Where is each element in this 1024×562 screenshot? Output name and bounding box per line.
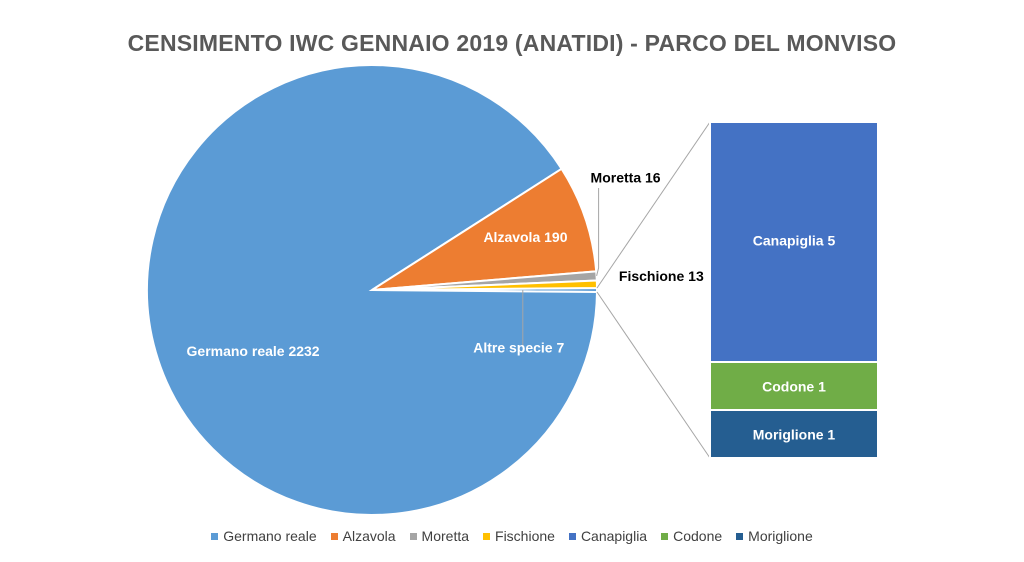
legend-label-fischione: Fischione bbox=[495, 528, 555, 544]
data-label-fischione: Fischione 13 bbox=[619, 268, 704, 284]
data-label-moretta: Moretta 16 bbox=[591, 170, 661, 186]
stack-bar-moriglione bbox=[709, 409, 879, 459]
legend-item-fischione: Fischione bbox=[483, 528, 555, 544]
legend-item-canapiglia: Canapiglia bbox=[568, 528, 648, 544]
legend: Germano reale Alzavola Moretta Fischione Can… bbox=[0, 528, 1024, 544]
data-label-altre-specie: Altre specie 7 bbox=[473, 340, 564, 356]
legend-item-alzavola: Alzavola bbox=[330, 528, 396, 544]
data-label-moriglione: Moriglione 1 bbox=[753, 427, 836, 443]
data-label-alzavola: Alzavola 190 bbox=[483, 229, 567, 245]
data-label-codone: Codone 1 bbox=[762, 379, 826, 395]
leader-line-moretta bbox=[596, 188, 600, 277]
legend-swatch-codone bbox=[661, 532, 669, 540]
legend-label-codone: Codone bbox=[673, 528, 723, 544]
legend-label-canapiglia: Canapiglia bbox=[580, 528, 648, 544]
legend-label-moriglione: Moriglione bbox=[748, 528, 813, 544]
data-labels: Germano reale 2232 Alzavola 190 Moretta 16… bbox=[187, 170, 836, 443]
legend-label-germano-reale: Germano reale bbox=[223, 528, 317, 544]
legend-swatch-moretta bbox=[409, 532, 417, 540]
legend-item-germano-reale: Germano reale bbox=[211, 528, 317, 544]
data-label-germano-reale: Germano reale 2232 bbox=[187, 343, 320, 359]
legend-swatch-germano-reale bbox=[211, 532, 219, 540]
legend-swatch-fischione bbox=[483, 532, 491, 540]
legend-label-moretta: Moretta bbox=[421, 528, 470, 544]
connector-lines bbox=[596, 121, 711, 459]
main-pie bbox=[146, 64, 599, 516]
legend-swatch-moriglione bbox=[736, 532, 744, 540]
legend-item-moretta: Moretta bbox=[409, 528, 470, 544]
legend-swatch-canapiglia bbox=[568, 532, 576, 540]
legend-label-alzavola: Alzavola bbox=[342, 528, 396, 544]
chart-title: CENSIMENTO IWC GENNAIO 2019 (ANATIDI) - … bbox=[127, 30, 897, 56]
pie-slice-alzavola bbox=[371, 167, 598, 291]
legend-item-moriglione: Moriglione bbox=[736, 528, 813, 544]
stack-bar-canapiglia bbox=[709, 121, 879, 363]
legend-item-codone: Codone bbox=[661, 528, 722, 544]
pie-slice-germano-reale bbox=[146, 64, 599, 516]
connector-line-top bbox=[596, 121, 711, 289]
connector-line-bottom bbox=[596, 291, 711, 459]
legend-swatch-alzavola bbox=[330, 532, 338, 540]
data-label-canapiglia: Canapiglia 5 bbox=[753, 233, 836, 249]
breakdown-stack bbox=[709, 121, 879, 459]
